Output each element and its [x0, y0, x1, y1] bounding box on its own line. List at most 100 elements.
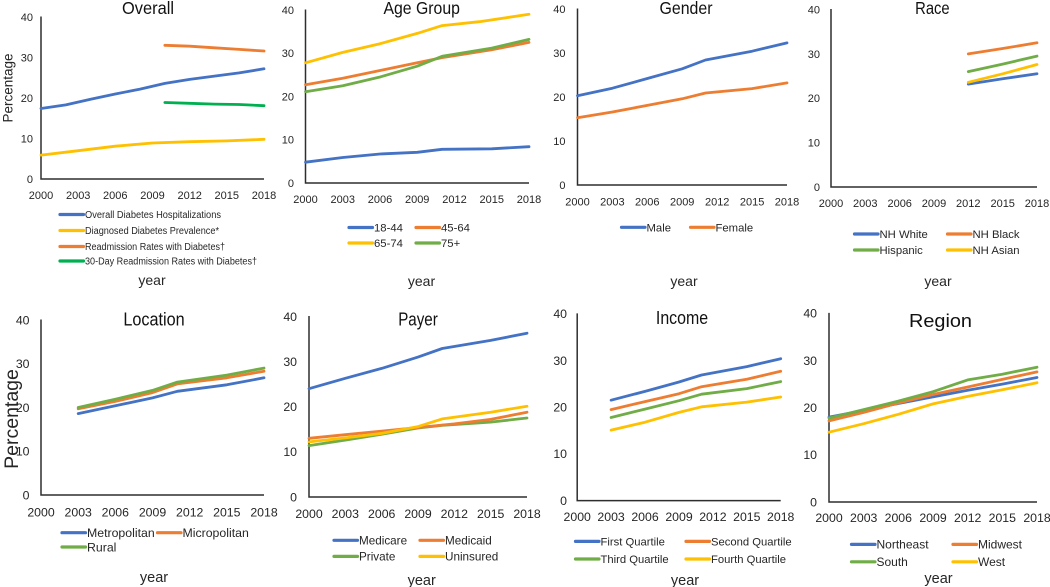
svg-text:75+: 75+	[441, 238, 461, 250]
svg-text:2009: 2009	[404, 507, 432, 521]
svg-text:2003: 2003	[850, 511, 878, 525]
svg-text:Second Quartile: Second Quartile	[711, 536, 792, 548]
svg-text:NH Black: NH Black	[973, 229, 1020, 241]
svg-text:Micropolitan: Micropolitan	[183, 526, 249, 540]
svg-text:2018: 2018	[517, 194, 541, 206]
svg-text:40: 40	[553, 307, 567, 321]
svg-text:10: 10	[803, 448, 817, 462]
svg-text:10: 10	[283, 445, 297, 459]
svg-text:Midwest: Midwest	[978, 538, 1023, 552]
svg-text:30: 30	[16, 357, 30, 371]
svg-text:2000: 2000	[27, 506, 55, 520]
svg-text:0: 0	[23, 488, 30, 502]
svg-text:30-Day Readmission Rates with: 30-Day Readmission Rates with Diabetes†	[85, 257, 257, 268]
svg-text:40: 40	[803, 307, 817, 321]
svg-text:2009: 2009	[670, 197, 694, 209]
svg-text:2006: 2006	[368, 194, 392, 206]
svg-text:2003: 2003	[65, 506, 93, 520]
svg-text:2018: 2018	[767, 510, 795, 524]
svg-text:2006: 2006	[887, 198, 911, 210]
svg-text:20: 20	[21, 93, 33, 105]
svg-text:Uninsured: Uninsured	[445, 550, 498, 563]
svg-text:South: South	[877, 555, 908, 569]
svg-text:20: 20	[16, 401, 30, 415]
svg-text:2012: 2012	[705, 197, 729, 209]
svg-text:Female: Female	[716, 222, 754, 234]
svg-text:2006: 2006	[635, 197, 659, 209]
svg-text:2012: 2012	[176, 506, 204, 520]
svg-text:2006: 2006	[631, 510, 659, 524]
svg-text:2012: 2012	[956, 198, 980, 210]
svg-text:0: 0	[810, 495, 817, 509]
svg-text:First Quartile: First Quartile	[601, 536, 665, 548]
svg-text:0: 0	[560, 494, 567, 508]
svg-text:2006: 2006	[103, 190, 127, 202]
svg-text:Payer: Payer	[398, 309, 438, 330]
svg-text:2015: 2015	[213, 506, 241, 520]
svg-text:2018: 2018	[1023, 511, 1050, 525]
svg-text:Gender: Gender	[660, 0, 713, 18]
svg-text:20: 20	[553, 401, 567, 415]
svg-text:2012: 2012	[699, 510, 727, 524]
svg-text:2003: 2003	[597, 510, 625, 524]
svg-text:0: 0	[288, 178, 294, 190]
svg-text:Readmission Rates with Diabete: Readmission Rates with Diabetes†	[85, 242, 225, 253]
svg-text:2003: 2003	[66, 190, 90, 202]
svg-text:0: 0	[290, 490, 297, 504]
svg-text:year: year	[408, 273, 436, 289]
svg-text:2003: 2003	[853, 198, 877, 210]
svg-text:NH Asian: NH Asian	[973, 245, 1020, 257]
svg-text:2000: 2000	[293, 194, 317, 206]
svg-text:20: 20	[283, 400, 297, 414]
svg-text:2009: 2009	[665, 510, 693, 524]
svg-text:2012: 2012	[442, 194, 466, 206]
svg-text:2000: 2000	[819, 198, 843, 210]
svg-text:2009: 2009	[922, 198, 946, 210]
svg-text:Hispanic: Hispanic	[880, 245, 924, 257]
svg-text:10: 10	[553, 136, 565, 148]
svg-text:2006: 2006	[368, 507, 396, 521]
svg-text:10: 10	[553, 447, 567, 461]
svg-text:2018: 2018	[252, 190, 276, 202]
svg-text:40: 40	[21, 12, 33, 24]
svg-text:40: 40	[16, 313, 30, 327]
svg-text:30: 30	[808, 49, 820, 61]
svg-text:20: 20	[803, 401, 817, 415]
svg-text:2000: 2000	[565, 197, 589, 209]
svg-text:45-64: 45-64	[441, 222, 470, 234]
svg-text:year: year	[924, 273, 952, 289]
svg-text:2000: 2000	[564, 510, 592, 524]
svg-text:2018: 2018	[775, 197, 799, 209]
svg-text:Private: Private	[359, 550, 395, 563]
svg-text:year: year	[138, 272, 166, 288]
svg-text:2015: 2015	[733, 510, 761, 524]
svg-text:20: 20	[808, 93, 820, 105]
svg-text:2018: 2018	[1025, 198, 1049, 210]
svg-text:30: 30	[283, 355, 297, 369]
svg-text:0: 0	[559, 180, 565, 192]
svg-text:2006: 2006	[885, 511, 913, 525]
svg-text:Age Group: Age Group	[383, 0, 460, 18]
svg-text:Diagnosed Diabetes Prevalence*: Diagnosed Diabetes Prevalence*	[85, 226, 219, 237]
svg-text:Race: Race	[915, 0, 950, 18]
svg-text:30: 30	[21, 52, 33, 64]
svg-text:2015: 2015	[477, 507, 505, 521]
svg-text:Region: Region	[909, 310, 972, 331]
svg-text:year: year	[670, 273, 698, 289]
svg-text:2009: 2009	[405, 194, 429, 206]
svg-text:Overall Diabetes Hospitalizati: Overall Diabetes Hospitalizations	[85, 210, 221, 221]
svg-text:10: 10	[282, 135, 294, 147]
svg-text:40: 40	[283, 310, 297, 324]
svg-text:2009: 2009	[140, 190, 164, 202]
svg-text:2012: 2012	[177, 190, 201, 202]
svg-text:2015: 2015	[740, 197, 764, 209]
svg-text:Overall: Overall	[122, 0, 174, 18]
svg-text:2000: 2000	[295, 507, 323, 521]
svg-text:2003: 2003	[332, 507, 360, 521]
svg-text:30: 30	[553, 48, 565, 60]
svg-text:2018: 2018	[513, 507, 541, 521]
svg-text:40: 40	[808, 4, 820, 16]
svg-text:2015: 2015	[215, 190, 239, 202]
svg-text:20: 20	[282, 91, 294, 103]
svg-text:2009: 2009	[139, 506, 167, 520]
